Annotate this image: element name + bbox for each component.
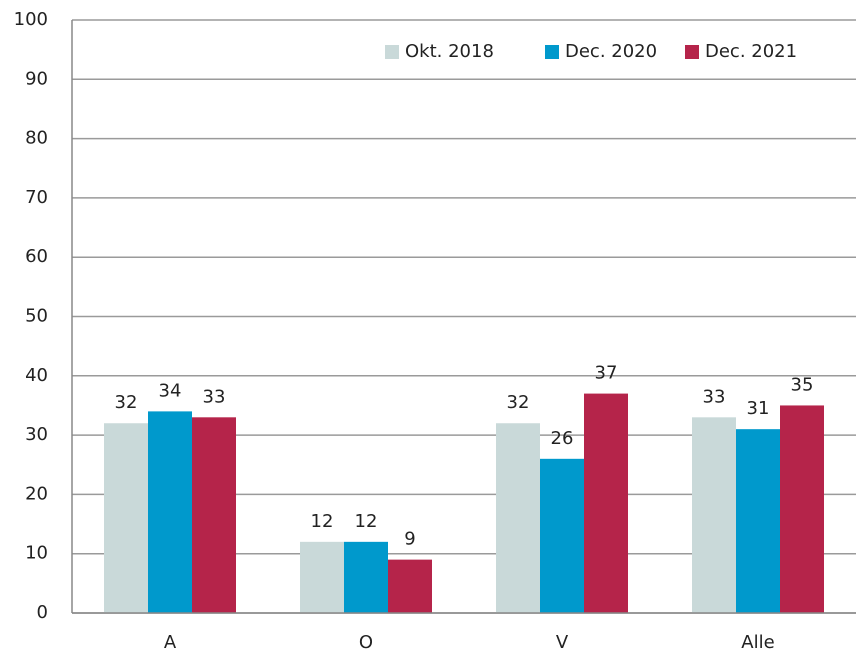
bar xyxy=(780,405,824,613)
y-tick-label: 100 xyxy=(14,9,48,30)
x-tick-label: Alle xyxy=(741,632,774,653)
bar xyxy=(736,429,780,613)
bar xyxy=(300,541,344,613)
bar xyxy=(496,423,540,613)
y-tick-label: 10 xyxy=(25,543,48,564)
legend-label: Okt. 2018 xyxy=(405,41,494,62)
value-label: 31 xyxy=(747,398,770,419)
bar xyxy=(148,411,192,613)
x-tick-label: A xyxy=(164,632,177,653)
x-tick-label: V xyxy=(556,632,569,653)
bar xyxy=(104,423,148,613)
y-tick-label: 70 xyxy=(25,187,48,208)
bar xyxy=(584,393,628,613)
y-tick-label: 80 xyxy=(25,128,48,149)
legend-swatch xyxy=(685,45,699,59)
bar xyxy=(692,417,736,613)
y-tick-label: 50 xyxy=(25,306,48,327)
value-label: 32 xyxy=(507,392,530,413)
value-label: 9 xyxy=(404,529,415,550)
y-tick-label: 60 xyxy=(25,246,48,267)
legend-swatch xyxy=(545,45,559,59)
bar xyxy=(540,458,584,613)
value-label: 26 xyxy=(551,428,574,449)
y-tick-label: 40 xyxy=(25,365,48,386)
bar xyxy=(388,559,432,613)
y-tick-label: 90 xyxy=(25,68,48,89)
value-label: 34 xyxy=(159,380,182,401)
value-label: 35 xyxy=(791,374,814,395)
legend-label: Dec. 2021 xyxy=(705,41,797,62)
value-label: 12 xyxy=(311,511,334,532)
bar xyxy=(344,541,388,613)
value-label: 33 xyxy=(203,386,226,407)
x-tick-label: O xyxy=(359,632,373,653)
y-tick-label: 30 xyxy=(25,424,48,445)
y-tick-label: 20 xyxy=(25,483,48,504)
value-label: 32 xyxy=(115,392,138,413)
bar xyxy=(192,417,236,613)
legend-swatch xyxy=(385,45,399,59)
legend-label: Dec. 2020 xyxy=(565,41,657,62)
value-label: 12 xyxy=(355,511,378,532)
y-tick-label: 0 xyxy=(37,602,48,623)
value-label: 33 xyxy=(703,386,726,407)
value-label: 37 xyxy=(595,363,618,384)
